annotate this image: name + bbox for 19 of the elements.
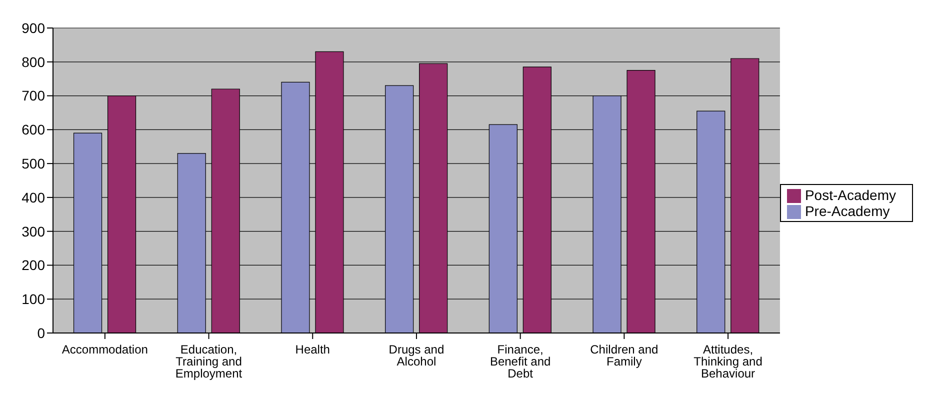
y-tick-label: 900 (22, 20, 46, 36)
x-tick-label: Finance, Benefit and Debt (490, 342, 551, 381)
x-tick-label: Health (295, 342, 330, 357)
y-tick-label: 300 (22, 223, 46, 240)
x-tick-label: Drugs and Alcohol (388, 342, 444, 369)
y-tick-label: 800 (22, 54, 46, 70)
x-tick-label: Education, Training and Employment (175, 342, 243, 381)
y-tick-label: 500 (22, 156, 46, 172)
y-tick-label: 200 (22, 257, 46, 274)
y-tick-label: 0 (37, 324, 46, 341)
legend-label: Post-Academy (804, 186, 896, 203)
y-tick-label: 700 (22, 88, 46, 104)
legend-label: Pre-Academy (804, 203, 890, 219)
y-tick-label: 600 (22, 122, 46, 138)
x-tick-label: Attitudes, Thinking and Behaviour (694, 342, 762, 381)
x-tick-label: Children and Family (590, 342, 658, 369)
y-tick-label: 400 (22, 189, 46, 206)
x-tick-label: Accommodation (62, 342, 148, 357)
y-tick-label: 100 (22, 291, 46, 308)
